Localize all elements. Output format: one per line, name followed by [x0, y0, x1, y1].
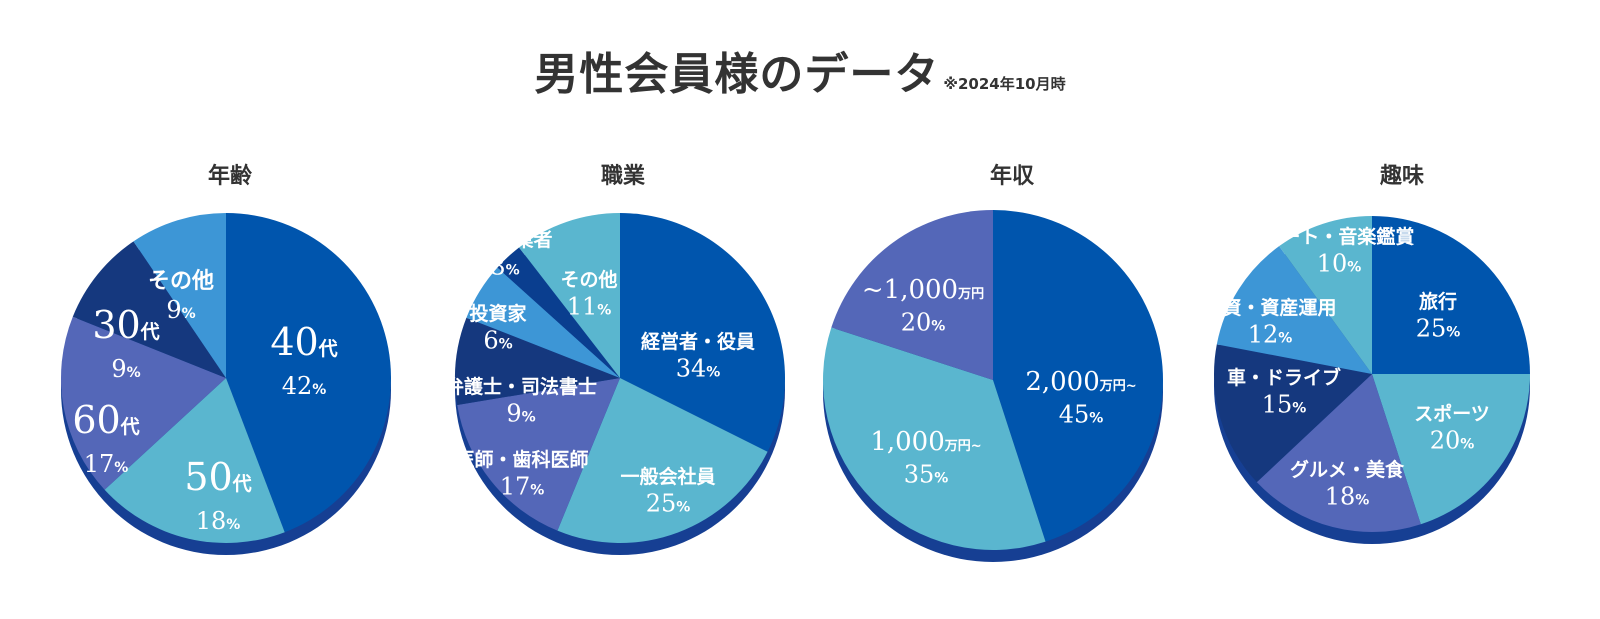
pie-slice — [1372, 216, 1530, 374]
pie-slice — [1213, 344, 1372, 483]
pie-slice — [1256, 374, 1421, 533]
pie-slice — [1216, 246, 1372, 374]
slice-label: その他 — [148, 269, 214, 294]
chart-title-age: 年齢 — [207, 164, 252, 189]
pie-chart-2: 2,000万円~ 45% 1,000万円~ 35% ~1,000万円 20% — [823, 210, 1163, 562]
slice-value: 20% — [901, 308, 946, 336]
slice-value: 10% — [1317, 249, 1362, 277]
pie-slice — [455, 317, 620, 406]
slice-label: ~1,000万円 — [862, 275, 984, 305]
pie-slice — [620, 213, 785, 452]
slice-value: 6% — [483, 326, 512, 354]
pie-slice — [457, 378, 620, 531]
chart-title-hobby: 趣味 — [1379, 164, 1424, 189]
slice-label: 1,000万円~ — [870, 427, 981, 457]
pie-slice — [1279, 216, 1372, 374]
slice-value: 25% — [646, 489, 691, 517]
slice-value: 9% — [166, 296, 195, 324]
slice-value: 15% — [1262, 390, 1307, 418]
chart-title-occupation: 職業 — [600, 164, 645, 189]
pie-slice — [1372, 374, 1530, 525]
slice-value: 18% — [196, 507, 241, 535]
slice-label: その他 — [560, 268, 617, 291]
pie-slice — [831, 210, 993, 380]
pie-slice — [226, 213, 391, 533]
slice-value: 11% — [567, 292, 612, 320]
pie-slice — [133, 213, 226, 378]
slice-label: 50代 — [184, 455, 251, 499]
pie-slice — [993, 210, 1163, 542]
slice-label: 投資家 — [469, 302, 527, 325]
slice-value: 18% — [1325, 482, 1370, 510]
pie-slice — [557, 378, 768, 544]
pie-slice — [823, 327, 1046, 550]
slice-label: グルメ・美食 — [1290, 458, 1405, 481]
chart-title-income: 年収 — [989, 164, 1034, 189]
pie-slice — [61, 316, 227, 490]
slice-label: 車・ドライブ — [1227, 366, 1341, 389]
slice-label: 不動産業者 — [457, 228, 552, 251]
pie-slice — [497, 247, 620, 378]
slice-value: 12% — [1248, 320, 1293, 348]
slice-label: スポーツ — [1414, 402, 1490, 425]
slice-value: 3% — [490, 252, 519, 280]
slice-value: 34% — [676, 354, 721, 382]
slice-value: 35% — [904, 460, 949, 488]
pie-slice — [72, 241, 226, 378]
slice-label: 投資・資産運用 — [1203, 296, 1336, 319]
slice-label: 60代 — [72, 398, 139, 442]
slice-label: アート・音楽鑑賞 — [1264, 225, 1415, 248]
slice-value: 17% — [500, 472, 545, 500]
pie-slice — [466, 267, 620, 378]
page-header: 男性会員様のデータ ※2024年10月時 — [0, 38, 1600, 102]
slice-value: 17% — [84, 450, 129, 478]
pie-slice — [104, 378, 285, 543]
page-title: 男性会員様のデータ — [534, 49, 940, 100]
slice-value: 20% — [1430, 426, 1475, 454]
slice-value: 45% — [1059, 400, 1104, 428]
slice-value: 9% — [506, 399, 535, 427]
slice-label: 2,000万円~ — [1025, 367, 1136, 397]
date-note: ※2024年10月時 — [943, 75, 1066, 93]
slice-value: 9% — [111, 355, 140, 383]
slice-label: 弁護士・司法書士 — [445, 375, 597, 398]
pie-slice — [519, 213, 620, 378]
slice-label: 30代 — [92, 303, 159, 347]
slice-label: 経営者・役員 — [641, 330, 755, 353]
slice-value: 42% — [282, 372, 327, 400]
slice-value: 25% — [1416, 314, 1461, 342]
slice-label: 医師・歯科医師 — [455, 448, 588, 471]
slice-label: 40代 — [270, 320, 337, 364]
slice-label: 一般会社員 — [620, 465, 715, 488]
slice-label: 旅行 — [1419, 290, 1457, 313]
